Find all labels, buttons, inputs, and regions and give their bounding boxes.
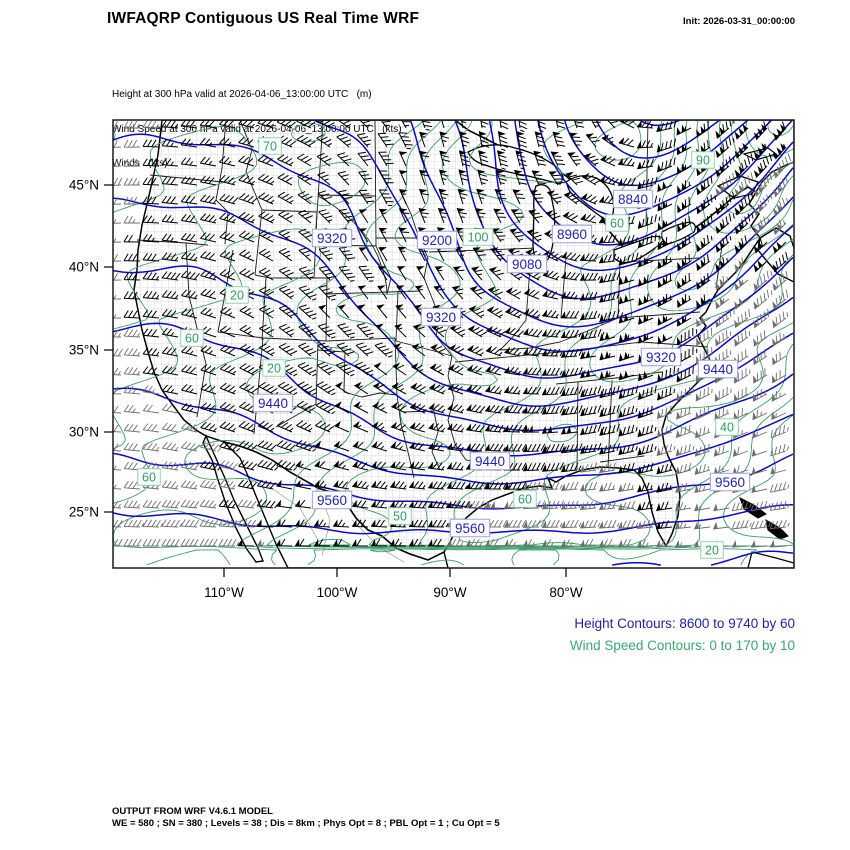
svg-text:9560: 9560 bbox=[455, 521, 485, 536]
contour-label: 60 bbox=[137, 468, 161, 486]
contour-label: 9560 bbox=[311, 490, 353, 510]
svg-text:9200: 9200 bbox=[422, 233, 452, 248]
contour-label: 60 bbox=[513, 490, 537, 508]
svg-text:50: 50 bbox=[393, 510, 407, 524]
y-axis-tick-label: 30°N bbox=[69, 425, 99, 440]
y-axis-tick-label: 25°N bbox=[69, 505, 99, 520]
contour-label: 9320 bbox=[640, 347, 682, 367]
contour-label: 9320 bbox=[420, 307, 462, 327]
contour-label: 9080 bbox=[506, 254, 548, 274]
svg-text:60: 60 bbox=[185, 332, 199, 346]
x-axis-tick-label: 80°W bbox=[549, 585, 582, 600]
svg-text:9320: 9320 bbox=[317, 231, 347, 246]
svg-text:9560: 9560 bbox=[317, 493, 347, 508]
contour-label: 9320 bbox=[311, 228, 353, 248]
svg-text:60: 60 bbox=[610, 217, 624, 231]
svg-text:9440: 9440 bbox=[475, 454, 505, 469]
svg-text:20: 20 bbox=[267, 362, 281, 376]
svg-text:60: 60 bbox=[142, 471, 156, 485]
footer-line-2: WE = 580 ; SN = 380 ; Levels = 38 ; Dis … bbox=[112, 817, 500, 829]
svg-text:100: 100 bbox=[468, 231, 489, 245]
contour-label: 40 bbox=[715, 418, 739, 436]
svg-text:9560: 9560 bbox=[715, 475, 745, 490]
contour-label: 20 bbox=[700, 541, 724, 559]
plot-title: IWFAQRP Contiguous US Real Time WRF bbox=[107, 10, 420, 27]
svg-text:9320: 9320 bbox=[646, 350, 676, 365]
contour-label: 50 bbox=[388, 507, 412, 525]
contour-label: 9560 bbox=[709, 472, 751, 492]
model-info-footer: OUTPUT FROM WRF V4.6.1 MODEL WE = 580 ; … bbox=[112, 806, 500, 829]
svg-text:9320: 9320 bbox=[426, 310, 456, 325]
contour-label: 8840 bbox=[612, 189, 654, 209]
svg-text:60: 60 bbox=[518, 493, 532, 507]
svg-text:9440: 9440 bbox=[703, 362, 733, 377]
contour-label: 90 bbox=[691, 151, 715, 169]
contour-label: 9440 bbox=[697, 359, 739, 379]
x-axis-tick-label: 100°W bbox=[317, 585, 358, 600]
svg-text:8960: 8960 bbox=[557, 227, 587, 242]
y-axis-tick-label: 40°N bbox=[69, 260, 99, 275]
contour-label: 60 bbox=[605, 214, 629, 232]
contour-label: 100 bbox=[462, 228, 494, 246]
x-axis-tick-label: 110°W bbox=[204, 585, 244, 600]
svg-text:20: 20 bbox=[230, 289, 244, 303]
height-contour-legend: Height Contours: 8600 to 9740 by 60 bbox=[574, 616, 795, 631]
svg-text:70: 70 bbox=[263, 140, 277, 154]
y-axis-tick-label: 45°N bbox=[69, 178, 99, 193]
footer-line-1: OUTPUT FROM WRF V4.6.1 MODEL bbox=[112, 806, 273, 817]
contour-label: 20 bbox=[225, 286, 249, 304]
svg-text:9440: 9440 bbox=[258, 396, 288, 411]
svg-text:9080: 9080 bbox=[512, 257, 542, 272]
wind-contour-legend: Wind Speed Contours: 0 to 170 by 10 bbox=[569, 638, 795, 653]
contour-label: 60 bbox=[180, 329, 204, 347]
x-axis-tick-label: 90°W bbox=[433, 585, 466, 600]
contour-label: 20 bbox=[262, 359, 286, 377]
contour-label: 9560 bbox=[449, 518, 491, 538]
svg-text:8840: 8840 bbox=[618, 192, 648, 207]
init-time-label: Init: 2026-03-31_00:00:00 bbox=[683, 16, 795, 27]
svg-text:20: 20 bbox=[705, 544, 719, 558]
field-line-height: Height at 300 hPa valid at 2026-04-06_13… bbox=[112, 89, 372, 100]
contour-label: 70 bbox=[258, 137, 282, 155]
contour-label: 8960 bbox=[551, 224, 593, 244]
contour-label: 9440 bbox=[469, 451, 511, 471]
svg-text:40: 40 bbox=[720, 421, 734, 435]
y-axis-tick-label: 35°N bbox=[69, 343, 99, 358]
svg-text:90: 90 bbox=[696, 154, 710, 168]
contour-label: 9200 bbox=[416, 230, 458, 250]
contour-label: 9440 bbox=[252, 393, 294, 413]
